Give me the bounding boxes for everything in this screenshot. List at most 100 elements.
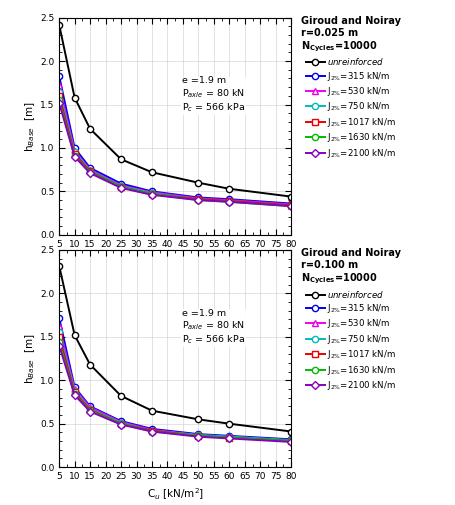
J$_{2\%}$=1017 kN/m (56, 334, 62, 340)
J$_{2\%}$=530 kN/m (72, 147, 77, 154)
J$_{2\%}$=530 kN/m (118, 182, 124, 188)
J$_{2\%}$=1017 kN/m (118, 184, 124, 190)
J$_{2\%}$=315 kN/m (87, 165, 93, 171)
J$_{2\%}$=530 kN/m (56, 323, 62, 329)
J$_{2\%}$=530 kN/m (87, 167, 93, 173)
Line: J$_{2\%}$=530 kN/m: J$_{2\%}$=530 kN/m (56, 82, 294, 208)
J$_{2\%}$=2100 kN/m (118, 185, 124, 191)
J$_{2\%}$=315 kN/m (56, 73, 62, 79)
J$_{2\%}$=750 kN/m (196, 196, 201, 202)
$\it{unreinforced}$ (118, 393, 124, 399)
J$_{2\%}$=750 kN/m (72, 149, 77, 156)
X-axis label: C$_u$ [kN/m$^2$]: C$_u$ [kN/m$^2$] (147, 254, 204, 270)
J$_{2\%}$=2100 kN/m (227, 435, 232, 441)
J$_{2\%}$=1630 kN/m (118, 421, 124, 427)
J$_{2\%}$=2100 kN/m (196, 197, 201, 203)
J$_{2\%}$=1017 kN/m (288, 438, 294, 444)
J$_{2\%}$=1630 kN/m (87, 408, 93, 414)
$\it{unreinforced}$ (87, 126, 93, 132)
J$_{2\%}$=1017 kN/m (87, 407, 93, 413)
J$_{2\%}$=2100 kN/m (288, 203, 294, 209)
J$_{2\%}$=315 kN/m (196, 194, 201, 200)
J$_{2\%}$=750 kN/m (56, 88, 62, 94)
J$_{2\%}$=750 kN/m (87, 406, 93, 412)
J$_{2\%}$=530 kN/m (196, 432, 201, 438)
J$_{2\%}$=2100 kN/m (149, 192, 155, 198)
J$_{2\%}$=750 kN/m (288, 437, 294, 443)
Line: J$_{2\%}$=750 kN/m: J$_{2\%}$=750 kN/m (56, 88, 294, 209)
J$_{2\%}$=750 kN/m (149, 190, 155, 196)
$\it{unreinforced}$ (72, 332, 77, 338)
J$_{2\%}$=1017 kN/m (56, 93, 62, 99)
J$_{2\%}$=2100 kN/m (72, 392, 77, 398)
Legend: $\it{unreinforced}$, J$_{2\%}$=315 kN/m, J$_{2\%}$=530 kN/m, J$_{2\%}$=750 kN/m,: $\it{unreinforced}$, J$_{2\%}$=315 kN/m,… (298, 13, 403, 162)
Line: $\it{unreinforced}$: $\it{unreinforced}$ (56, 263, 294, 435)
J$_{2\%}$=2100 kN/m (288, 439, 294, 445)
Legend: $\it{unreinforced}$, J$_{2\%}$=315 kN/m, J$_{2\%}$=530 kN/m, J$_{2\%}$=750 kN/m,: $\it{unreinforced}$, J$_{2\%}$=315 kN/m,… (298, 245, 403, 394)
J$_{2\%}$=2100 kN/m (149, 428, 155, 434)
J$_{2\%}$=315 kN/m (72, 384, 77, 390)
Text: (a): (a) (167, 273, 183, 283)
J$_{2\%}$=530 kN/m (288, 201, 294, 208)
J$_{2\%}$=2100 kN/m (72, 154, 77, 160)
J$_{2\%}$=1017 kN/m (196, 433, 201, 439)
Y-axis label: h$_{Base}$  [m]: h$_{Base}$ [m] (23, 333, 37, 384)
J$_{2\%}$=1017 kN/m (149, 428, 155, 434)
J$_{2\%}$=1017 kN/m (72, 151, 77, 157)
J$_{2\%}$=750 kN/m (227, 198, 232, 204)
J$_{2\%}$=1017 kN/m (118, 421, 124, 427)
Line: J$_{2\%}$=2100 kN/m: J$_{2\%}$=2100 kN/m (56, 342, 294, 445)
J$_{2\%}$=530 kN/m (288, 437, 294, 443)
$\it{unreinforced}$ (288, 428, 294, 434)
J$_{2\%}$=2100 kN/m (56, 342, 62, 348)
J$_{2\%}$=1630 kN/m (288, 438, 294, 444)
J$_{2\%}$=315 kN/m (149, 188, 155, 194)
$\it{unreinforced}$ (196, 180, 201, 186)
J$_{2\%}$=530 kN/m (149, 189, 155, 195)
Line: J$_{2\%}$=1630 kN/m: J$_{2\%}$=1630 kN/m (56, 339, 294, 444)
J$_{2\%}$=315 kN/m (56, 315, 62, 321)
J$_{2\%}$=2100 kN/m (196, 434, 201, 440)
$\it{unreinforced}$ (56, 263, 62, 269)
J$_{2\%}$=315 kN/m (87, 403, 93, 410)
J$_{2\%}$=530 kN/m (72, 386, 77, 392)
Text: e =1.9 m
P$_{axle}$ = 80 kN
P$_c$ = 566 kPa: e =1.9 m P$_{axle}$ = 80 kN P$_c$ = 566 … (182, 76, 245, 114)
J$_{2\%}$=1017 kN/m (72, 389, 77, 395)
J$_{2\%}$=750 kN/m (196, 432, 201, 438)
J$_{2\%}$=750 kN/m (87, 168, 93, 174)
J$_{2\%}$=1630 kN/m (196, 197, 201, 203)
J$_{2\%}$=1630 kN/m (118, 184, 124, 190)
$\it{unreinforced}$ (227, 186, 232, 192)
J$_{2\%}$=2100 kN/m (118, 422, 124, 428)
J$_{2\%}$=1630 kN/m (288, 203, 294, 209)
J$_{2\%}$=1630 kN/m (149, 428, 155, 434)
Y-axis label: h$_{Base}$  [m]: h$_{Base}$ [m] (23, 101, 37, 152)
J$_{2\%}$=315 kN/m (196, 431, 201, 437)
J$_{2\%}$=1017 kN/m (227, 435, 232, 441)
$\it{unreinforced}$ (227, 421, 232, 427)
J$_{2\%}$=750 kN/m (288, 203, 294, 209)
J$_{2\%}$=530 kN/m (227, 197, 232, 203)
J$_{2\%}$=1017 kN/m (227, 198, 232, 204)
J$_{2\%}$=750 kN/m (149, 428, 155, 434)
J$_{2\%}$=315 kN/m (288, 200, 294, 207)
Line: J$_{2\%}$=315 kN/m: J$_{2\%}$=315 kN/m (56, 315, 294, 442)
J$_{2\%}$=315 kN/m (288, 436, 294, 442)
$\it{unreinforced}$ (149, 169, 155, 175)
J$_{2\%}$=1630 kN/m (56, 97, 62, 103)
J$_{2\%}$=315 kN/m (227, 433, 232, 439)
J$_{2\%}$=750 kN/m (227, 434, 232, 440)
J$_{2\%}$=530 kN/m (149, 427, 155, 433)
J$_{2\%}$=1017 kN/m (196, 196, 201, 202)
$\it{unreinforced}$ (118, 156, 124, 162)
J$_{2\%}$=2100 kN/m (87, 170, 93, 176)
$\it{unreinforced}$ (149, 408, 155, 414)
J$_{2\%}$=315 kN/m (72, 145, 77, 151)
Line: J$_{2\%}$=530 kN/m: J$_{2\%}$=530 kN/m (56, 323, 294, 443)
$\it{unreinforced}$ (196, 416, 201, 422)
J$_{2\%}$=1630 kN/m (227, 199, 232, 205)
J$_{2\%}$=1630 kN/m (56, 339, 62, 345)
J$_{2\%}$=1630 kN/m (227, 435, 232, 441)
Line: J$_{2\%}$=315 kN/m: J$_{2\%}$=315 kN/m (56, 73, 294, 207)
J$_{2\%}$=750 kN/m (72, 388, 77, 394)
